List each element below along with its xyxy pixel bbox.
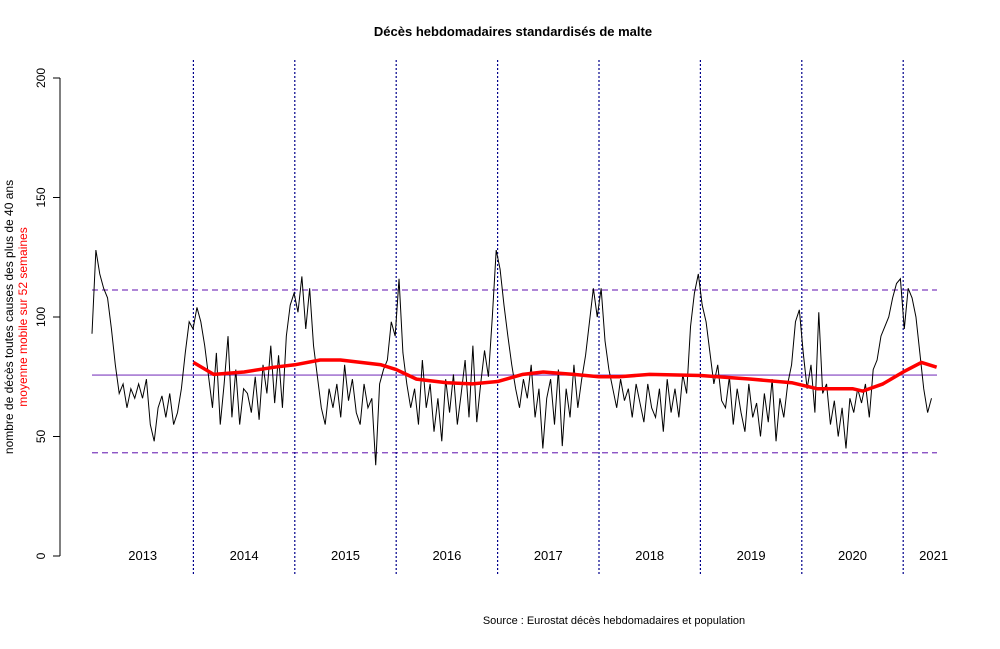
y-axis-label-moving-average: moyenne mobile sur 52 semaines xyxy=(16,227,30,406)
year-label: 2015 xyxy=(331,548,360,563)
y-axis-label: nombre de décès toutes causes des plus d… xyxy=(2,180,16,454)
year-label: 2021 xyxy=(919,548,948,563)
y-tick-label: 200 xyxy=(34,68,48,88)
y-tick-label: 0 xyxy=(34,552,48,559)
year-label: 2019 xyxy=(737,548,766,563)
year-label: 2018 xyxy=(635,548,664,563)
year-label: 2016 xyxy=(432,548,461,563)
year-label: 2017 xyxy=(534,548,563,563)
moving-average-line xyxy=(192,358,938,393)
chart-title: Décès hebdomadaires standardisés de malt… xyxy=(374,24,652,39)
weekly-deaths-line xyxy=(91,249,932,466)
year-label: 2013 xyxy=(128,548,157,563)
y-tick-label: 50 xyxy=(34,430,48,444)
year-label: 2020 xyxy=(838,548,867,563)
y-tick-label: 150 xyxy=(34,187,48,207)
y-tick-label: 100 xyxy=(34,307,48,327)
year-label: 2014 xyxy=(230,548,259,563)
source-note: Source : Eurostat décès hebdomadaires et… xyxy=(483,615,745,627)
